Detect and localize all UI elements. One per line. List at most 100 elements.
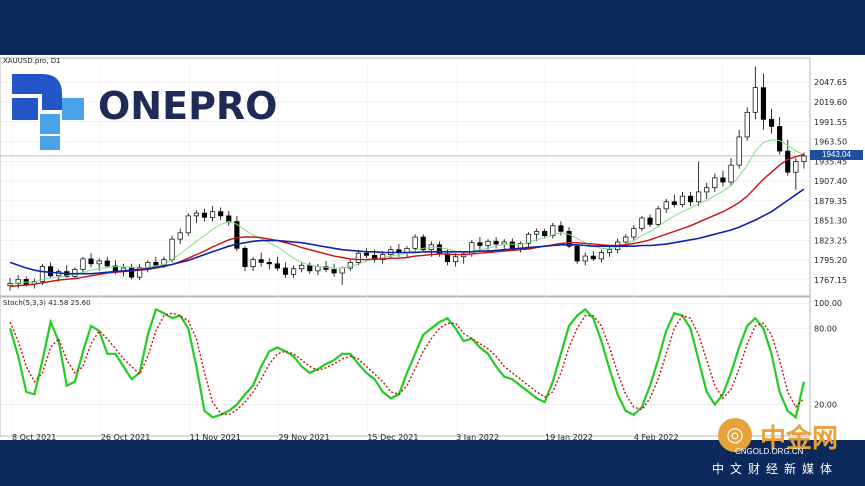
price-chart: 2047.65 2019.60 1991.55 1963.50 1935.45 1907.… bbox=[0, 57, 847, 440]
candle bbox=[339, 266, 345, 285]
candle-body bbox=[299, 264, 305, 270]
ma-thin-green-line bbox=[9, 139, 805, 286]
candle-body bbox=[209, 211, 216, 218]
stoch-tick-label: 20.00 bbox=[814, 401, 837, 410]
candle-body bbox=[728, 164, 734, 183]
cngold-logo-icon: ◎ bbox=[718, 418, 752, 452]
candle-body bbox=[768, 118, 775, 127]
candle bbox=[39, 263, 46, 285]
candle bbox=[291, 265, 297, 278]
price-tick-label: 1851.30 bbox=[814, 217, 847, 226]
stoch-label: Stoch(5,3,3) 41.58 25.60 bbox=[3, 299, 91, 307]
candle bbox=[209, 206, 216, 222]
price-tick-label: 1963.50 bbox=[814, 138, 847, 147]
candle-body bbox=[226, 215, 232, 222]
price-tick-label: 1795.20 bbox=[814, 256, 847, 265]
candle-body bbox=[663, 201, 669, 210]
candle bbox=[744, 107, 750, 141]
candle bbox=[777, 117, 783, 155]
candle bbox=[525, 232, 532, 247]
candle-body bbox=[282, 267, 289, 275]
candle bbox=[80, 256, 86, 273]
candle bbox=[299, 262, 305, 273]
candle bbox=[696, 161, 702, 207]
price-tick-label: 2047.65 bbox=[814, 78, 847, 87]
stoch-tick-label: 100.00 bbox=[814, 299, 842, 308]
candle bbox=[639, 215, 645, 232]
candle-body bbox=[193, 212, 199, 217]
candle bbox=[88, 253, 94, 268]
candle bbox=[177, 228, 183, 245]
candle-body bbox=[679, 195, 686, 205]
candle-body bbox=[590, 255, 596, 260]
candle-body bbox=[153, 262, 159, 266]
candle-body bbox=[639, 217, 645, 229]
candle-body bbox=[542, 231, 548, 236]
candle bbox=[768, 108, 775, 134]
candle bbox=[736, 129, 742, 169]
candle-body bbox=[47, 266, 54, 277]
candle bbox=[307, 262, 313, 274]
candle-body bbox=[412, 236, 418, 249]
candle-body bbox=[631, 228, 637, 238]
candle bbox=[193, 210, 199, 223]
candle-body bbox=[88, 258, 94, 265]
candle bbox=[453, 253, 459, 267]
candle-body bbox=[291, 268, 297, 275]
x-tick-label: 11 Nov 2021 bbox=[190, 433, 241, 440]
x-tick-label: 15 Dec 2021 bbox=[367, 433, 418, 440]
candle bbox=[534, 228, 540, 242]
price-tick-label: 2019.60 bbox=[814, 98, 847, 107]
candle-body bbox=[315, 266, 321, 272]
candle bbox=[234, 215, 240, 252]
candle-body bbox=[363, 252, 370, 256]
candle bbox=[687, 191, 694, 207]
price-tick-label: 1823.25 bbox=[814, 236, 847, 245]
candle bbox=[663, 198, 669, 214]
brand-name: 中金网 bbox=[760, 424, 839, 454]
candle bbox=[331, 263, 337, 277]
candle bbox=[274, 256, 280, 271]
onepro-logo-mark-icon bbox=[12, 74, 84, 150]
candle-body bbox=[696, 191, 702, 203]
candle-body bbox=[736, 136, 742, 166]
price-tick-label: 1991.55 bbox=[814, 118, 847, 127]
candle bbox=[598, 249, 605, 263]
candle bbox=[671, 194, 677, 208]
candle-body bbox=[493, 240, 499, 245]
candle bbox=[582, 252, 588, 266]
candle bbox=[655, 206, 661, 228]
candle-body bbox=[752, 87, 758, 113]
candle bbox=[242, 246, 248, 271]
brand-url: CNGOLD.ORG.CN bbox=[735, 447, 804, 456]
candle-body bbox=[250, 259, 256, 267]
candle-body bbox=[582, 255, 588, 262]
candle-body bbox=[323, 266, 329, 270]
candle-body bbox=[355, 252, 361, 263]
candle bbox=[145, 260, 151, 273]
candle bbox=[412, 234, 418, 253]
symbol-label: XAUUSD.pro, D1 bbox=[3, 57, 61, 65]
candle-body bbox=[15, 278, 21, 284]
candle-body bbox=[687, 195, 694, 203]
candle bbox=[250, 256, 256, 271]
candle-body bbox=[712, 177, 718, 189]
candle bbox=[590, 251, 596, 261]
candle-body bbox=[339, 267, 345, 274]
candle bbox=[137, 263, 143, 281]
candle-body bbox=[777, 126, 783, 152]
candle bbox=[323, 260, 329, 273]
stoch-k-line bbox=[9, 307, 805, 420]
candle bbox=[631, 225, 637, 242]
candle-body bbox=[606, 249, 613, 253]
candle bbox=[363, 248, 370, 259]
candle-body bbox=[218, 211, 224, 217]
candle bbox=[185, 213, 191, 236]
price-panel-frame bbox=[0, 57, 811, 297]
candle-body bbox=[266, 262, 272, 265]
candle bbox=[258, 252, 264, 267]
candle-body bbox=[485, 240, 491, 246]
candle-body bbox=[534, 231, 540, 235]
candle bbox=[355, 249, 361, 266]
stoch-tick-label: 80.00 bbox=[814, 324, 837, 333]
